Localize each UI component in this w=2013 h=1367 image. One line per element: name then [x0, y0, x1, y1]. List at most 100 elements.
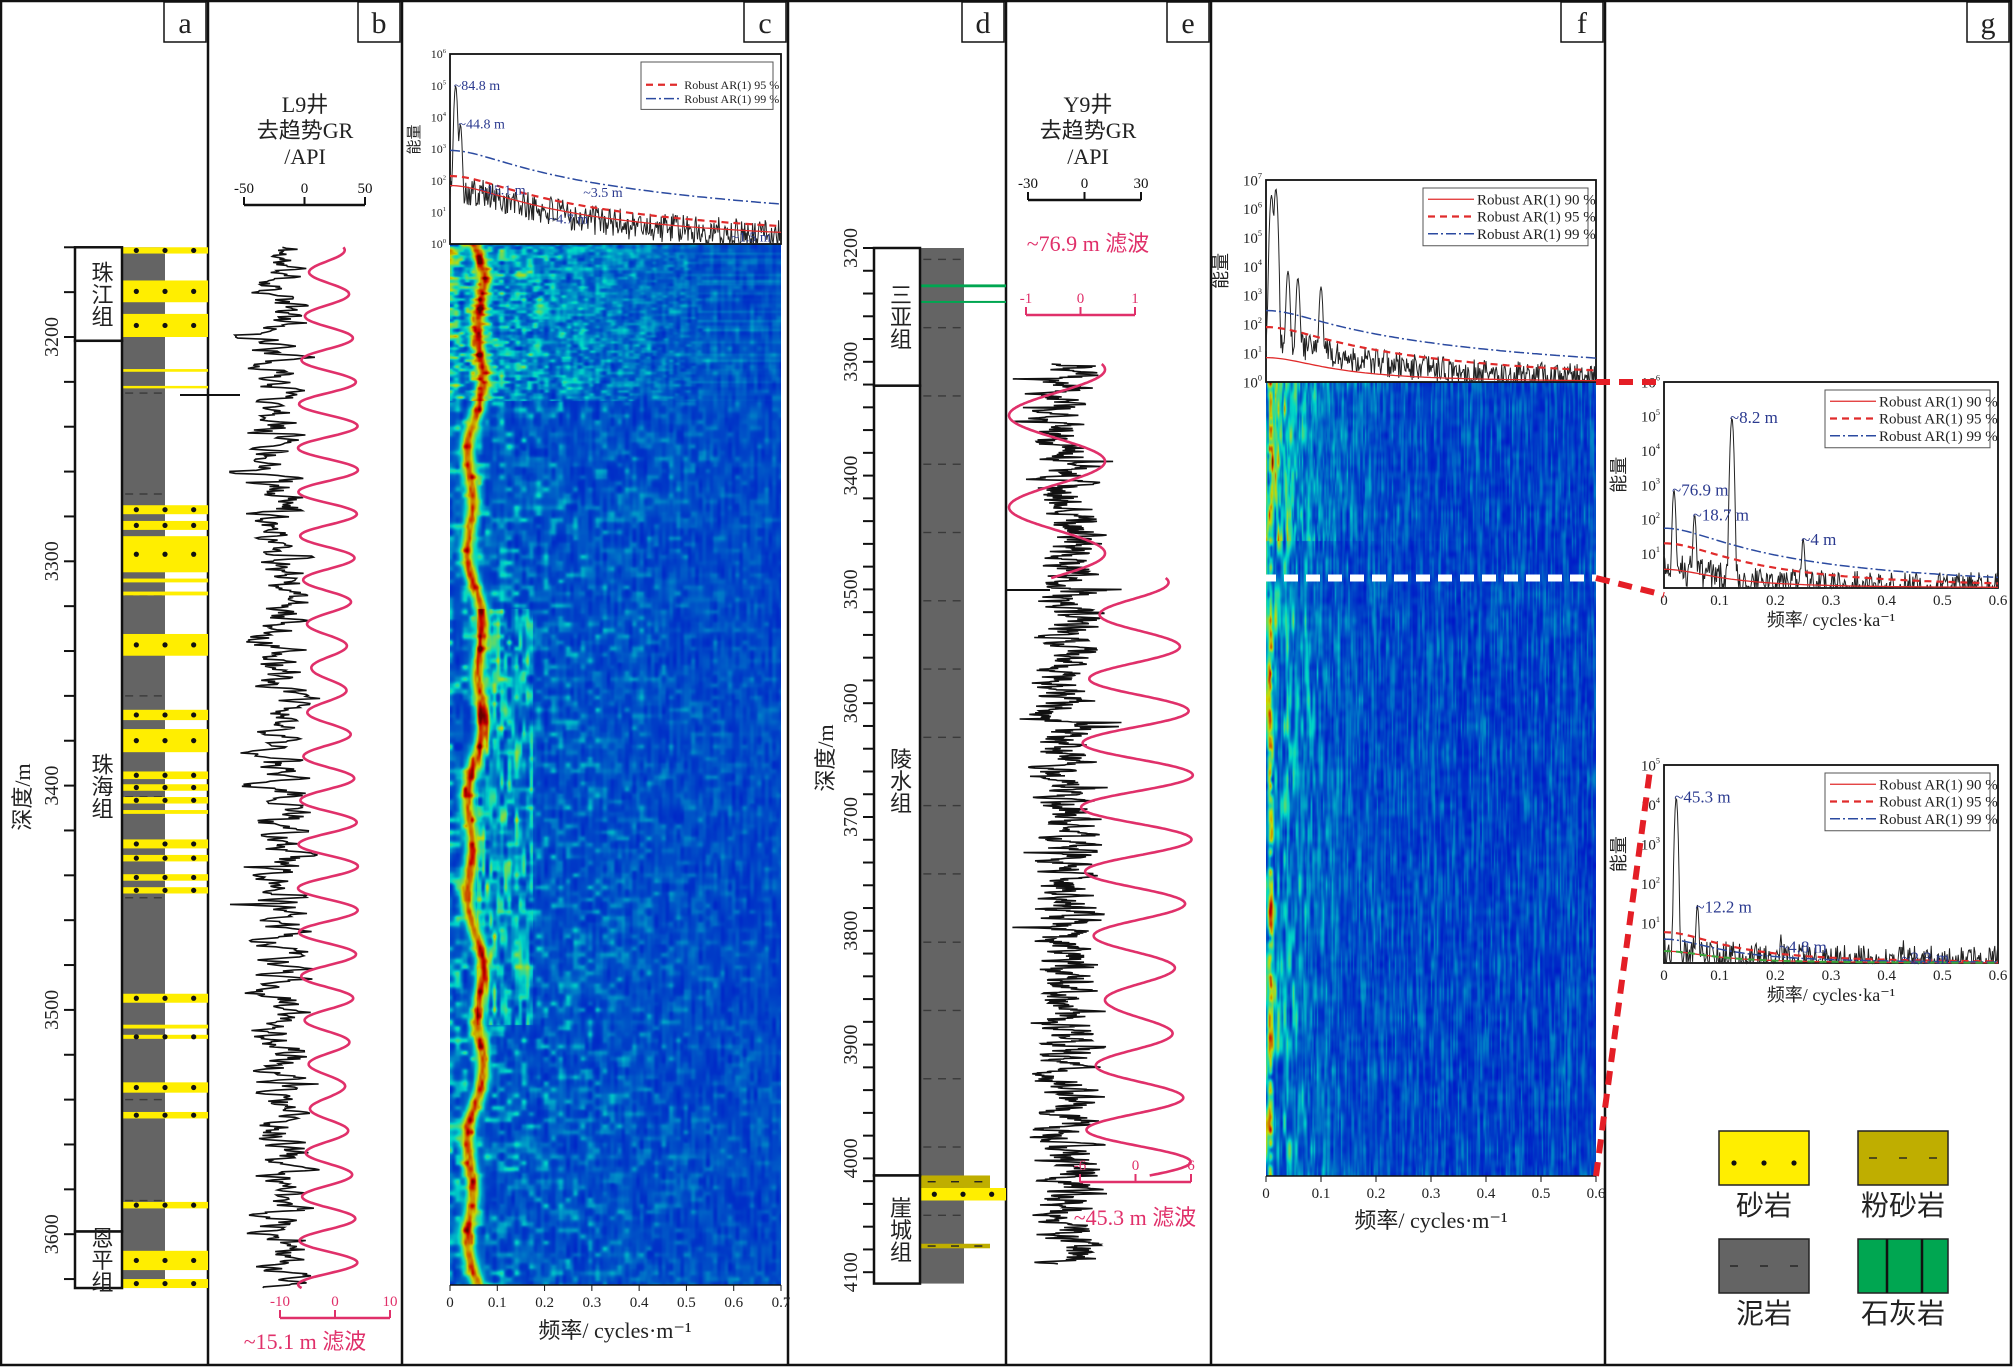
peak-annotation: ~15.1 m: [479, 183, 526, 198]
upper-filter-scale-e-label: 0: [1077, 291, 1085, 307]
x-tick-label: 0.5: [1933, 968, 1952, 984]
y-tick-label: 103: [431, 142, 447, 156]
legend-label: Robust AR(1) 99 %: [684, 92, 779, 106]
x-axis-label-c: 频率/ cycles·m⁻¹: [538, 1318, 691, 1343]
depth-axis-a-label: 3200: [41, 317, 63, 357]
x-tick-label: 0.6: [1587, 1186, 1606, 1202]
panel-label-e: e: [1181, 7, 1194, 40]
sand-dot: [191, 1084, 197, 1091]
mudstone-column: [122, 247, 165, 1289]
legend-item-2: 泥岩: [1718, 1238, 1810, 1330]
wavelet-spectrogram-c: [450, 244, 781, 1285]
y-axis-label: 能量: [1609, 836, 1629, 872]
x-axis-label: 频率/ cycles·ka⁻¹: [1767, 610, 1895, 630]
sand-dot: [1761, 1160, 1767, 1166]
sand-dot: [162, 841, 168, 847]
legend-label: Robust AR(1) 95 %: [1477, 210, 1596, 226]
depth-axis-d-label: 3700: [840, 797, 862, 837]
x-tick-label: 0.5: [1933, 593, 1952, 609]
panel-label-box: [1966, 1, 2010, 43]
depth-axis-a-label: 3600: [41, 1214, 63, 1254]
lithology-swatch: [1857, 1238, 1949, 1294]
y-tick-label: 105: [1243, 229, 1262, 247]
sand-dot: [191, 247, 197, 254]
panel-e-logs: -30 0 30 -1 0 1 -6 0 6: [1006, 176, 1195, 1265]
panel-label-a: a: [178, 7, 191, 40]
power-spectrum-line: [449, 85, 782, 246]
depth-axis-d-label: 4100: [840, 1252, 862, 1292]
sand-dot: [191, 507, 197, 513]
sand-dot: [133, 995, 139, 1001]
x-tick-label: 0.1: [1710, 593, 1729, 609]
sand-dot: [191, 1034, 197, 1040]
depth-axis-label-a: 深度/m: [10, 763, 35, 830]
sand-dot: [191, 288, 197, 294]
depth-axis-d-label: 3800: [840, 911, 862, 951]
panel-label-c: c: [758, 7, 771, 40]
y-tick-label: 100: [431, 237, 447, 251]
x-tick-label: 0.4: [630, 1295, 649, 1311]
sand-dot: [133, 1084, 139, 1091]
legend-label: Robust AR(1) 99 %: [1879, 812, 1998, 828]
sand-dot: [191, 738, 197, 744]
peak-annotation: ~76.9 m: [1672, 480, 1728, 499]
sand-dot: [133, 322, 139, 329]
gr-curve-l9: [229, 246, 321, 1289]
upper-filter-scale-e-label: 1: [1131, 291, 1139, 307]
x-tick-label: 0.4: [1877, 968, 1896, 984]
sand-dot: [191, 1280, 197, 1287]
spectrogram-axis-c: 0 0.1 0.2 0.3 0.4 0.5 0.6 0.7: [446, 1284, 791, 1311]
filter-scale-b-label: -10: [270, 1294, 290, 1310]
sand-dot: [191, 855, 197, 861]
sand-dot: [162, 995, 168, 1001]
mudstone-column: [920, 248, 964, 1284]
lower-filter-label-e: ~45.3 m 滤波: [1074, 1205, 1197, 1230]
significance-line-95: [1663, 542, 1999, 585]
x-tick-label: 0.6: [1989, 593, 2008, 609]
gr-scale-e-label: 0: [1081, 176, 1089, 192]
sand-dot: [191, 797, 197, 803]
lower-filter-scale-e-label: 0: [1132, 1158, 1140, 1174]
c-spectrum: 100 101 102 103 104 105 106 能量 ~84.8 m ~44.8 m ~15…: [406, 47, 782, 251]
well-title-y9: Y9井: [1064, 92, 1113, 117]
peak-annotation: ~45.3 m: [1674, 788, 1730, 807]
gr-scale-e-label: 30: [1134, 176, 1149, 192]
y-tick-label: 102: [1641, 511, 1660, 529]
y-tick-label: 105: [1641, 757, 1660, 775]
sand-dot: [191, 1257, 197, 1264]
lower-filter-scale-e-label: -6: [1074, 1158, 1087, 1174]
y-tick-label: 101: [1641, 545, 1660, 563]
panel-label-f: f: [1577, 7, 1587, 40]
power-spectrum-line: [1265, 188, 1597, 384]
x-tick-label: 0.1: [488, 1295, 507, 1311]
legend-item-3: 石灰岩: [1857, 1238, 1949, 1330]
peak-annotation: ~3.5 m: [583, 186, 623, 201]
lower-filter-scale-e-label: 6: [1187, 1158, 1195, 1174]
formation-a-box: [73, 1230, 124, 1290]
legend-label: Robust AR(1) 90 %: [1879, 394, 1998, 410]
sand-dot: [191, 772, 197, 778]
lithology-label: 石灰岩: [1861, 1298, 1945, 1330]
sand-dot: [191, 887, 197, 893]
depth-axis-a-label: 3300: [41, 541, 63, 581]
sand-dot: [133, 1257, 139, 1264]
formation-d-box: [872, 384, 922, 1177]
depth-axis-d-label: 4000: [840, 1138, 862, 1178]
y-tick-label: 106: [431, 47, 447, 61]
filter-scale-b-label: 10: [383, 1294, 398, 1310]
gr-scale-e-label: -30: [1018, 176, 1038, 192]
formation-a-name: 珠江组: [88, 261, 113, 327]
depth-axis-d-label: 3500: [840, 569, 862, 609]
depth-axis-d-label: 3300: [840, 342, 862, 382]
formation-d-name: 陵水组: [887, 748, 912, 814]
lithology-label: 砂岩: [1736, 1190, 1792, 1222]
sand-dot: [133, 784, 139, 791]
x-tick-label: 0.5: [1532, 1186, 1551, 1202]
sand-dot: [191, 784, 197, 791]
sand-dot: [191, 551, 197, 557]
sand-dot: [133, 551, 139, 557]
sandstone-bed: [122, 578, 208, 583]
sand-dot: [133, 247, 139, 254]
